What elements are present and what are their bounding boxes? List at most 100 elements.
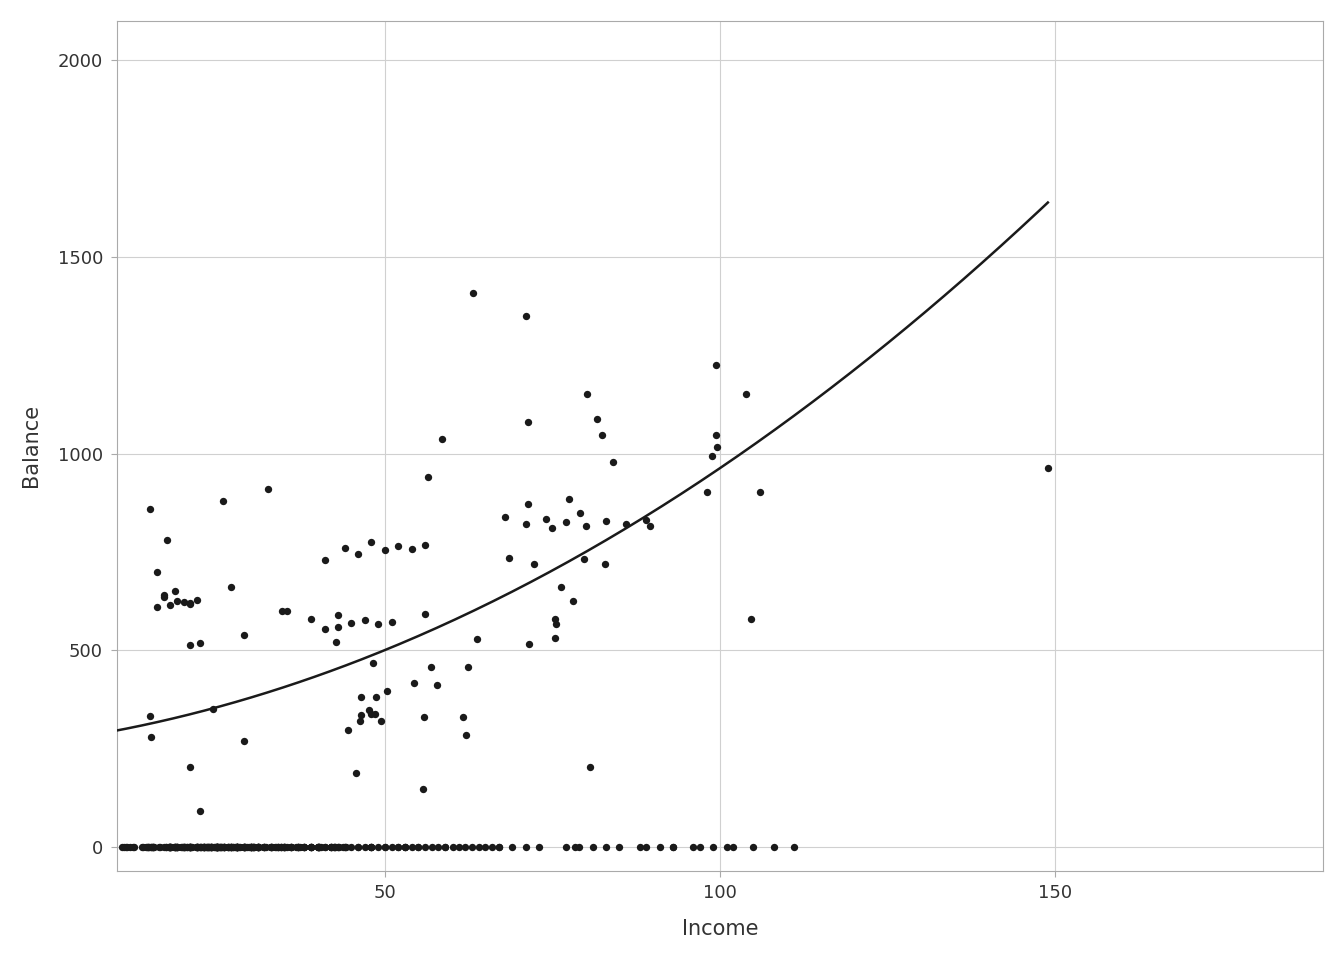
Point bbox=[261, 839, 282, 854]
Point bbox=[234, 839, 255, 854]
Point bbox=[294, 839, 316, 854]
Point bbox=[247, 839, 269, 854]
Point bbox=[577, 387, 598, 402]
Point bbox=[176, 839, 198, 854]
Point bbox=[234, 839, 255, 854]
Point bbox=[300, 839, 321, 854]
Point bbox=[594, 556, 616, 571]
Point bbox=[281, 839, 302, 854]
Point bbox=[517, 636, 539, 651]
Point bbox=[156, 533, 177, 548]
Point bbox=[180, 839, 202, 854]
Point bbox=[167, 839, 188, 854]
Point bbox=[164, 839, 185, 854]
Point bbox=[167, 839, 188, 854]
Point bbox=[327, 619, 348, 635]
Point bbox=[306, 839, 328, 854]
Point bbox=[335, 839, 356, 854]
Point bbox=[218, 839, 239, 854]
Point bbox=[206, 839, 227, 854]
Point bbox=[270, 839, 292, 854]
Point bbox=[340, 839, 362, 854]
Point bbox=[113, 839, 134, 854]
Point bbox=[194, 839, 215, 854]
Point bbox=[374, 839, 395, 854]
Point bbox=[220, 839, 242, 854]
Point bbox=[663, 839, 684, 854]
Point bbox=[187, 839, 208, 854]
Point bbox=[281, 839, 302, 854]
Point bbox=[323, 839, 344, 854]
Point bbox=[117, 839, 138, 854]
Point bbox=[324, 839, 345, 854]
Point bbox=[544, 612, 566, 627]
Point bbox=[327, 608, 348, 623]
Point bbox=[456, 728, 477, 743]
Point bbox=[171, 839, 192, 854]
Point bbox=[120, 839, 141, 854]
Point bbox=[453, 709, 474, 725]
Point bbox=[515, 308, 536, 324]
Point bbox=[200, 839, 222, 854]
Point bbox=[258, 482, 280, 497]
Point bbox=[716, 839, 738, 854]
Point bbox=[159, 839, 180, 854]
Point bbox=[190, 804, 211, 819]
Point bbox=[140, 501, 161, 516]
Point bbox=[544, 631, 566, 646]
Point bbox=[289, 839, 310, 854]
Point bbox=[663, 839, 684, 854]
Point bbox=[401, 541, 422, 557]
Point bbox=[247, 839, 269, 854]
Point bbox=[214, 839, 235, 854]
Point bbox=[220, 580, 242, 595]
Point bbox=[629, 839, 650, 854]
Point bbox=[347, 546, 368, 562]
Point bbox=[214, 839, 235, 854]
Point bbox=[140, 730, 161, 745]
Point bbox=[294, 839, 316, 854]
Point bbox=[313, 621, 335, 636]
Point bbox=[179, 839, 200, 854]
Point bbox=[574, 552, 595, 567]
Point bbox=[328, 839, 349, 854]
Point bbox=[288, 839, 309, 854]
Point bbox=[187, 839, 208, 854]
Point bbox=[340, 615, 362, 631]
Point bbox=[324, 839, 345, 854]
Point bbox=[207, 839, 228, 854]
Point bbox=[226, 839, 247, 854]
Point bbox=[228, 839, 250, 854]
Point bbox=[146, 599, 168, 614]
Point bbox=[374, 542, 395, 558]
Point bbox=[234, 839, 255, 854]
Point bbox=[254, 839, 276, 854]
Point bbox=[602, 454, 624, 469]
Point bbox=[784, 839, 805, 854]
Point bbox=[360, 707, 382, 722]
Point bbox=[112, 839, 133, 854]
Point bbox=[488, 839, 509, 854]
Point bbox=[353, 612, 375, 627]
Point bbox=[261, 839, 282, 854]
Point bbox=[345, 765, 367, 780]
Point bbox=[367, 839, 388, 854]
Point bbox=[238, 839, 259, 854]
Point bbox=[196, 839, 218, 854]
Point bbox=[208, 839, 230, 854]
Point bbox=[488, 839, 509, 854]
Point bbox=[210, 839, 231, 854]
Point bbox=[363, 656, 384, 671]
Point bbox=[723, 839, 745, 854]
Point bbox=[349, 708, 371, 723]
Point bbox=[401, 839, 422, 854]
Point bbox=[271, 603, 293, 618]
Point bbox=[230, 839, 251, 854]
Point bbox=[288, 839, 309, 854]
Point bbox=[333, 839, 355, 854]
Point bbox=[324, 839, 345, 854]
Point bbox=[200, 839, 222, 854]
Point bbox=[274, 839, 296, 854]
Point bbox=[153, 839, 175, 854]
Point bbox=[320, 839, 341, 854]
